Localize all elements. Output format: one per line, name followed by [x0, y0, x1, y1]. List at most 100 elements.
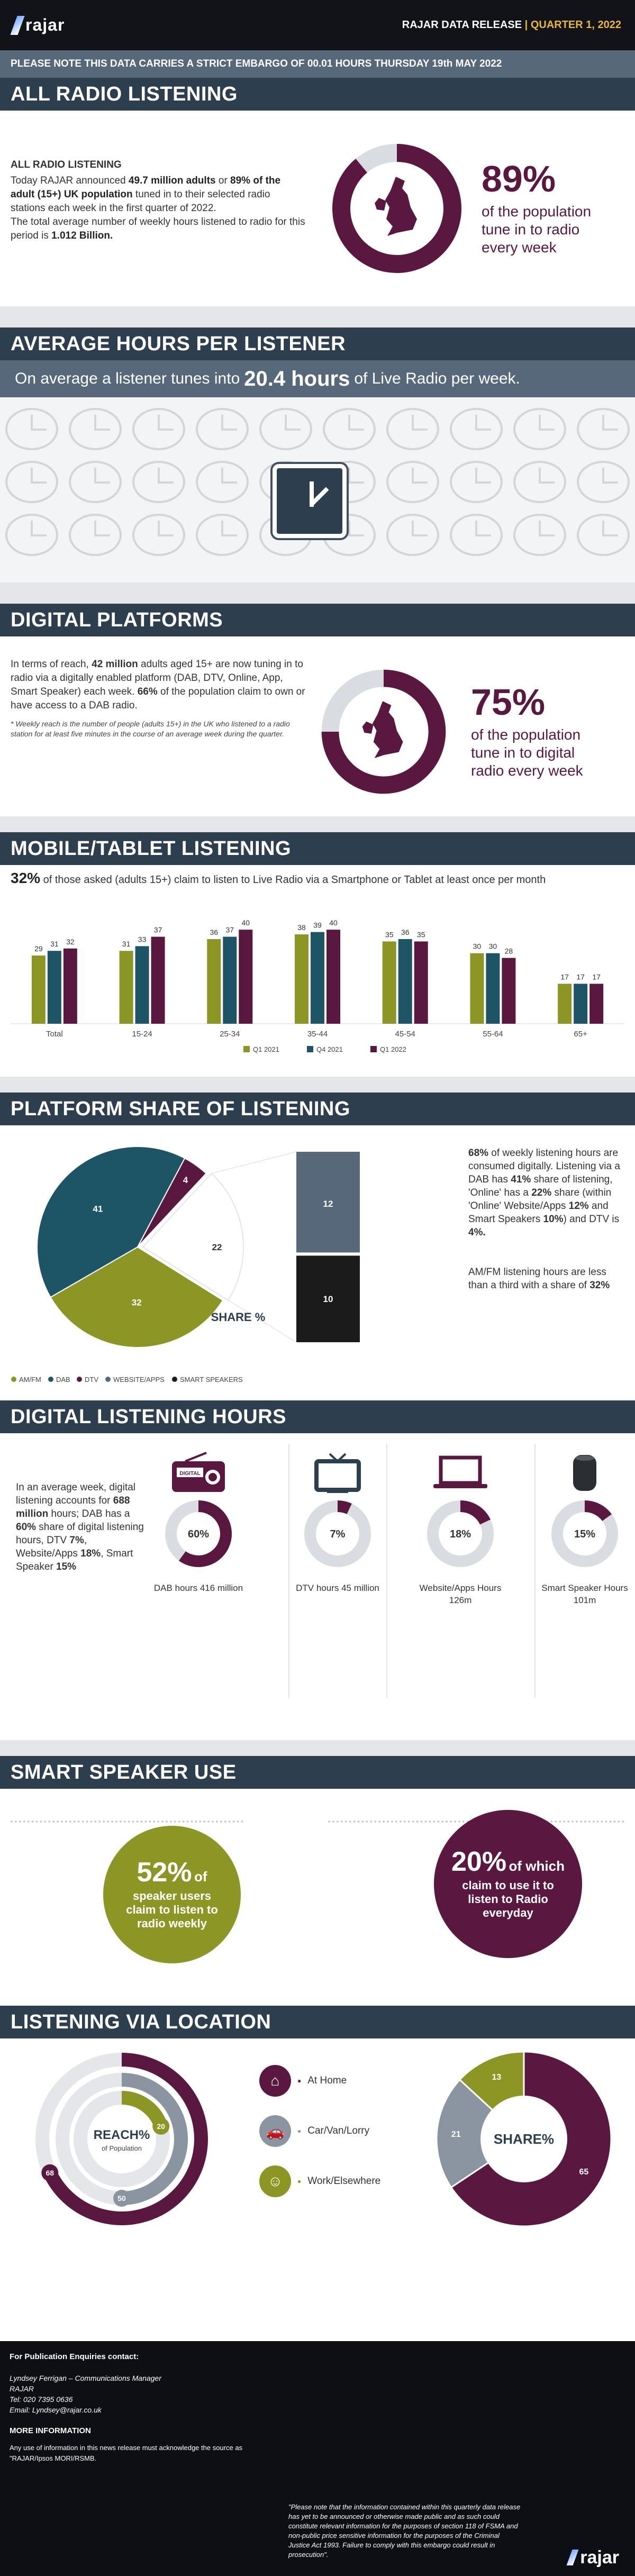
text-run: , Website/Apps: [16, 1535, 87, 1559]
x-tick-label: 15-24: [132, 1030, 152, 1039]
reach-ring-chart: 68 50 20 REACH% of Population: [35, 2053, 208, 2225]
clock-bg-icon: [259, 408, 312, 450]
location-legend-label: Work/Elsewhere: [307, 2176, 381, 2187]
reach-value-label: 68: [46, 2169, 54, 2177]
ring-value-arc: [321, 669, 446, 794]
web-ring-chart: 18%: [427, 1500, 494, 1567]
reach-arc: [43, 2053, 208, 2225]
clock-bg-icon: [5, 514, 58, 556]
text-run: Today RAJAR announced: [11, 175, 129, 186]
smart-right-bubble: 20% of which claim to use it to listen t…: [434, 1810, 582, 1958]
bar: [119, 951, 133, 1024]
smart-left-pct: 52%: [137, 1857, 192, 1888]
all-radio-viz: 89% of the population tune in to radio e…: [307, 126, 624, 290]
clock-bg-icon: [5, 408, 58, 450]
digital-footnote: * Weekly reach is the number of people (…: [11, 720, 290, 738]
footer-more-head: MORE INFORMATION: [10, 2426, 91, 2435]
online-bar-web: [296, 1152, 360, 1253]
dotted-line: [11, 1821, 243, 1823]
section-title-mobile: MOBILE/TABLET LISTENING: [0, 832, 635, 865]
tv-icon: [287, 1449, 388, 1497]
ring-value-arc: [337, 1500, 352, 1515]
ring-value-label: 7%: [330, 1528, 346, 1540]
section-title-dlh: DIGITAL LISTENING HOURS: [0, 1400, 635, 1433]
legend-swatch: [370, 1046, 377, 1052]
quarter-label: QUARTER 1, 2022: [530, 19, 621, 31]
avg-hours-banner: On average a listener tunes into 20.4 ho…: [0, 360, 635, 397]
text-run-bold: 18%: [80, 1548, 101, 1559]
divider-line: [386, 1444, 387, 1698]
smart-left-text: speaker users claim to listen to radio w…: [126, 1889, 218, 1930]
divider-band: [0, 582, 635, 604]
logo-text: rajar: [25, 15, 65, 34]
reach-value-badge: [41, 2164, 59, 2181]
footer-more-text: Any use of information in this news rele…: [10, 2444, 243, 2462]
bar: [558, 984, 572, 1024]
legend-dot: [105, 1377, 111, 1382]
clock-bg-icon: [196, 461, 249, 503]
smart-right-text: claim to use it to listen to Radio every…: [462, 1879, 554, 1919]
bar: [207, 939, 221, 1024]
digital-section: In terms of reach, 42 million adults age…: [0, 636, 635, 816]
share-slice: [436, 2078, 525, 2189]
pie-slice-label: 41: [93, 1204, 103, 1214]
all-radio-text: ALL RADIO LISTENING Today RAJAR announce…: [11, 126, 307, 290]
x-tick-label: 35-44: [307, 1030, 328, 1039]
bar: [223, 936, 237, 1024]
x-tick-label: 25-34: [220, 1030, 240, 1039]
text-run: ) and DTV is: [563, 1214, 620, 1225]
worker-icon: ☺: [259, 2165, 291, 2197]
clock-bg-icon: [196, 514, 249, 556]
bar: [311, 932, 324, 1024]
location-legend-item: 🚗 ● Car/Van/Lorry: [259, 2115, 369, 2147]
embargo-notice: PLEASE NOTE THIS DATA CARRIES A STRICT E…: [0, 50, 635, 78]
connector-line: [211, 1151, 297, 1174]
divider-line: [534, 1444, 536, 1698]
bar-value-label: 17: [560, 972, 569, 981]
text-run-bold: 66%: [137, 686, 158, 697]
bar: [470, 953, 484, 1024]
bar: [414, 941, 428, 1024]
bar: [574, 984, 588, 1024]
bar-value-label: 30: [489, 942, 497, 951]
footer-contact-email[interactable]: Email: Lyndsey@rajar.co.uk: [10, 2406, 102, 2414]
smart-left-of: of: [194, 1869, 207, 1885]
divider-line: [288, 1444, 289, 1698]
bar-value-label: 35: [385, 930, 394, 939]
ring-value-arc: [460, 1500, 491, 1525]
reach-value-badge: [152, 2117, 170, 2135]
mobile-intro: 32% of those asked (adults 15+) claim to…: [11, 870, 624, 888]
footer: For Publication Enquiries contact: Lynds…: [0, 2341, 635, 2576]
bar: [151, 936, 165, 1024]
online-bar-smart: [296, 1255, 360, 1342]
bar-value-label: 32: [66, 937, 75, 946]
clock-bg-icon: [386, 408, 439, 450]
bar-value-label: 40: [329, 918, 338, 927]
text-run-bold: 10%: [543, 1214, 564, 1225]
all-radio-pct: 89%: [482, 158, 556, 199]
text-run: share (within 'Online' Website/Apps: [468, 1187, 612, 1212]
legend-label: WEBSITE/APPS: [113, 1376, 165, 1383]
bar-value-label: 17: [576, 972, 585, 981]
bar: [295, 934, 309, 1024]
dlh-smart: 15% Smart Speaker Hours 101m: [534, 1449, 635, 1606]
reach-sub-label: of Population: [102, 2144, 142, 2152]
bar: [47, 951, 61, 1024]
footer-legal: "Please note that the information contai…: [288, 2503, 521, 2559]
text-run: of Live Radio per week.: [354, 370, 520, 387]
bar: [382, 941, 396, 1024]
text-run-bold: 688 million: [16, 1495, 130, 1519]
bar: [326, 930, 340, 1024]
footer-contact-org: RAJAR: [10, 2384, 34, 2393]
clock-bg-icon: [513, 461, 566, 503]
bar: [31, 955, 46, 1024]
ring-value-label: 60%: [188, 1528, 209, 1540]
bar-value-label: 36: [401, 928, 410, 936]
clock-bg-icon: [450, 514, 503, 556]
digital-pct-text: of the population tune in to digital rad…: [471, 726, 583, 779]
text-run: The total average number of weekly hours…: [11, 216, 305, 241]
text-run: , Smart Speaker: [16, 1548, 133, 1572]
divider-band: [0, 816, 635, 832]
bar-value-label: 35: [417, 930, 425, 939]
section-title-all-radio: ALL RADIO LISTENING: [0, 78, 635, 111]
